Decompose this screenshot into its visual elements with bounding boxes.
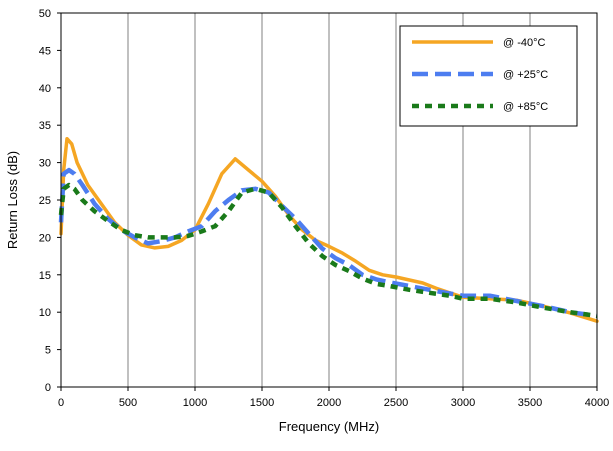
y-tick-label: 25	[39, 195, 51, 207]
x-tick-label: 2000	[317, 397, 341, 409]
y-axis-title: Return Loss (dB)	[5, 151, 20, 249]
axis-ticks: 0 500 1000 1500 2000 2500 3000 3500 4000 0 5 10 15 20…	[39, 8, 609, 409]
legend-label-1: @ -40°C	[503, 37, 546, 49]
y-tick-label: 40	[39, 83, 51, 95]
y-tick-label: 10	[39, 307, 51, 319]
x-tick-label: 0	[58, 397, 64, 409]
y-tick-label: 45	[39, 45, 51, 57]
x-axis-title: Frequency (MHz)	[279, 419, 379, 434]
y-tick-label: 50	[39, 8, 51, 20]
y-tick-label: 0	[45, 382, 51, 394]
x-tick-label: 1000	[183, 397, 207, 409]
y-tick-label: 5	[45, 345, 51, 357]
x-tick-label: 3500	[518, 397, 542, 409]
legend: @ -40°C @ +25°C @ +85°C	[399, 25, 578, 127]
x-tick-label: 4000	[585, 397, 609, 409]
grid-lines	[127, 13, 531, 387]
y-tick-label: 15	[39, 270, 51, 282]
x-tick-label: 500	[119, 397, 137, 409]
x-tick-label: 1500	[250, 397, 274, 409]
y-tick-label: 30	[39, 158, 51, 170]
x-tick-label: 2500	[384, 397, 408, 409]
legend-label-3: @ +85°C	[503, 101, 548, 113]
x-tick-label: 3000	[451, 397, 475, 409]
series-lines	[58, 136, 599, 323]
y-tick-label: 20	[39, 232, 51, 244]
legend-label-2: @ +25°C	[503, 69, 548, 81]
y-tick-label: 35	[39, 120, 51, 132]
